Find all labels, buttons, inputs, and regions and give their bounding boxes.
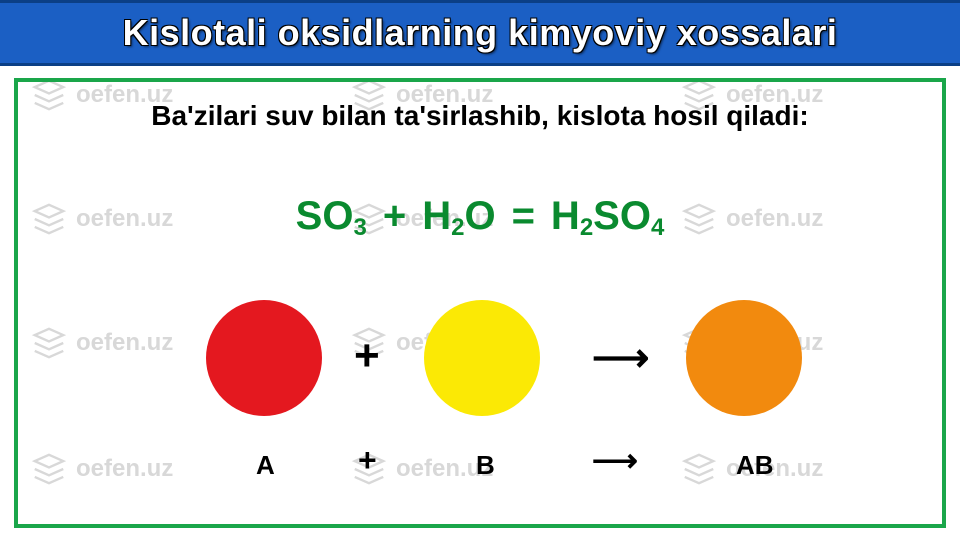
equation-term-so3: SO3 xyxy=(296,194,367,239)
equation-term-h2so4: H2SO4 xyxy=(551,194,664,239)
label-b: B xyxy=(476,450,495,481)
title-bar: Kislotali oksidlarning kimyoviy xossalar… xyxy=(0,0,960,66)
reaction-diagram: + ⟶ A + B ⟶ AB xyxy=(18,292,942,512)
arrow-icon: ⟶ xyxy=(592,444,638,476)
equation-subscript: 2 xyxy=(580,216,593,240)
plus-icon: + xyxy=(358,444,377,476)
page-title: Kislotali oksidlarning kimyoviy xossalar… xyxy=(123,12,838,54)
circle-a xyxy=(206,300,322,416)
equation-text: SO xyxy=(593,194,651,239)
equation-text: H xyxy=(422,194,451,239)
equation-text: O xyxy=(464,194,495,239)
equation-subscript: 4 xyxy=(651,216,664,240)
equation-plus: + xyxy=(383,194,406,239)
arrow-icon: ⟶ xyxy=(592,338,649,378)
equation-text: SO xyxy=(296,194,354,239)
circle-ab xyxy=(686,300,802,416)
label-ab: AB xyxy=(736,450,774,481)
equation-subscript: 2 xyxy=(451,216,464,240)
label-a: A xyxy=(256,450,275,481)
circle-b xyxy=(424,300,540,416)
equation-term-h2o: H2O xyxy=(422,194,495,239)
plus-icon: + xyxy=(354,334,380,378)
equation-equals: = xyxy=(512,194,535,239)
content-box: Ba'zilari suv bilan ta'sirlashib, kislot… xyxy=(14,78,946,528)
chemical-equation: SO3 + H2O = H2SO4 xyxy=(18,194,942,239)
equation-text: H xyxy=(551,194,580,239)
equation-subscript: 3 xyxy=(353,216,366,240)
subtitle: Ba'zilari suv bilan ta'sirlashib, kislot… xyxy=(18,100,942,132)
